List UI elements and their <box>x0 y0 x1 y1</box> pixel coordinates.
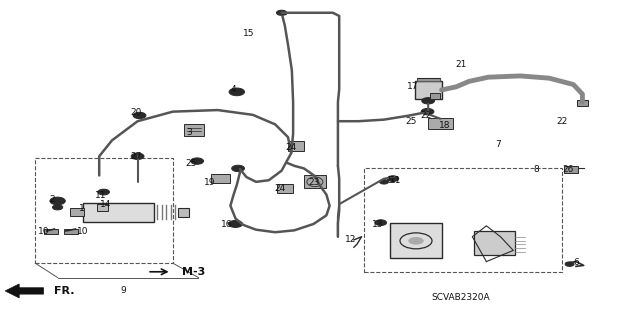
Bar <box>430 93 440 99</box>
Text: 22: 22 <box>556 117 568 126</box>
Circle shape <box>133 112 146 119</box>
Text: 8: 8 <box>534 165 539 174</box>
Circle shape <box>50 197 65 205</box>
Circle shape <box>232 165 244 172</box>
Text: 7: 7 <box>495 140 500 149</box>
Circle shape <box>276 10 287 15</box>
Polygon shape <box>5 284 44 298</box>
Circle shape <box>422 98 435 104</box>
Bar <box>428 118 453 130</box>
Text: 3: 3 <box>186 128 191 137</box>
Circle shape <box>387 176 399 182</box>
Text: 19: 19 <box>204 178 216 187</box>
Text: 23: 23 <box>308 178 319 187</box>
Circle shape <box>565 262 574 266</box>
Bar <box>417 78 440 81</box>
Text: 5: 5 <box>388 176 393 185</box>
Bar <box>564 166 578 173</box>
Circle shape <box>52 205 63 210</box>
Text: 20: 20 <box>130 108 141 117</box>
Text: 25: 25 <box>185 159 196 168</box>
Bar <box>474 231 515 255</box>
Text: 1: 1 <box>79 204 84 213</box>
Text: 4: 4 <box>231 85 236 94</box>
Text: 11: 11 <box>390 176 401 185</box>
Text: 10: 10 <box>38 227 49 236</box>
Text: M-3: M-3 <box>182 267 205 277</box>
Text: 14: 14 <box>100 200 111 209</box>
Text: SCVAB2320A: SCVAB2320A <box>431 293 490 302</box>
Bar <box>64 229 78 234</box>
Bar <box>304 175 326 188</box>
Text: 10: 10 <box>77 227 89 236</box>
Bar <box>97 204 108 211</box>
Text: FR.: FR. <box>54 286 75 296</box>
Bar <box>364 168 562 272</box>
Text: 26: 26 <box>563 165 574 174</box>
Circle shape <box>380 180 388 184</box>
Text: 16: 16 <box>221 220 233 229</box>
Text: 17: 17 <box>407 82 419 91</box>
Bar <box>70 208 84 216</box>
Circle shape <box>191 158 204 164</box>
Text: 11: 11 <box>95 191 107 200</box>
Circle shape <box>375 220 387 226</box>
Text: 27: 27 <box>130 152 141 161</box>
Bar <box>277 184 293 193</box>
Text: 13: 13 <box>372 220 383 229</box>
Bar <box>184 124 204 136</box>
Text: 2: 2 <box>50 195 55 204</box>
Circle shape <box>229 88 244 96</box>
Text: 25: 25 <box>405 117 417 126</box>
Circle shape <box>228 220 243 227</box>
Bar <box>288 141 304 151</box>
Circle shape <box>98 189 109 195</box>
Text: 15: 15 <box>243 29 254 38</box>
Text: 6: 6 <box>573 258 579 267</box>
Bar <box>415 81 442 99</box>
Circle shape <box>131 153 144 160</box>
Bar <box>390 223 442 258</box>
Text: 12: 12 <box>345 235 356 244</box>
Bar <box>211 174 230 183</box>
Text: 24: 24 <box>285 143 297 152</box>
Text: 9: 9 <box>120 286 125 295</box>
Text: 21: 21 <box>455 60 467 69</box>
Bar <box>178 208 189 217</box>
Text: 18: 18 <box>439 121 451 130</box>
Circle shape <box>408 237 424 245</box>
Bar <box>577 100 588 106</box>
Circle shape <box>421 108 434 115</box>
Bar <box>83 203 154 222</box>
Text: 24: 24 <box>275 184 286 193</box>
Bar <box>44 229 58 234</box>
Text: 22: 22 <box>420 111 431 120</box>
